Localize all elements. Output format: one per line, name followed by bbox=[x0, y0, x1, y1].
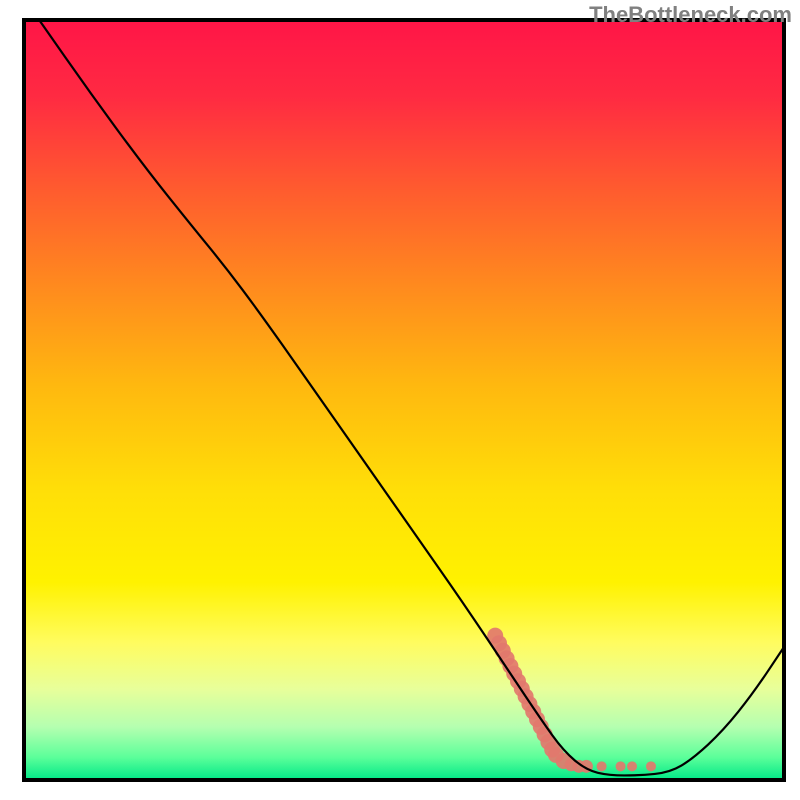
watermark-text: TheBottleneck.com bbox=[589, 2, 792, 28]
gradient-background bbox=[24, 20, 784, 780]
bottleneck-chart: TheBottleneck.com bbox=[0, 0, 800, 800]
chart-svg bbox=[0, 0, 800, 800]
